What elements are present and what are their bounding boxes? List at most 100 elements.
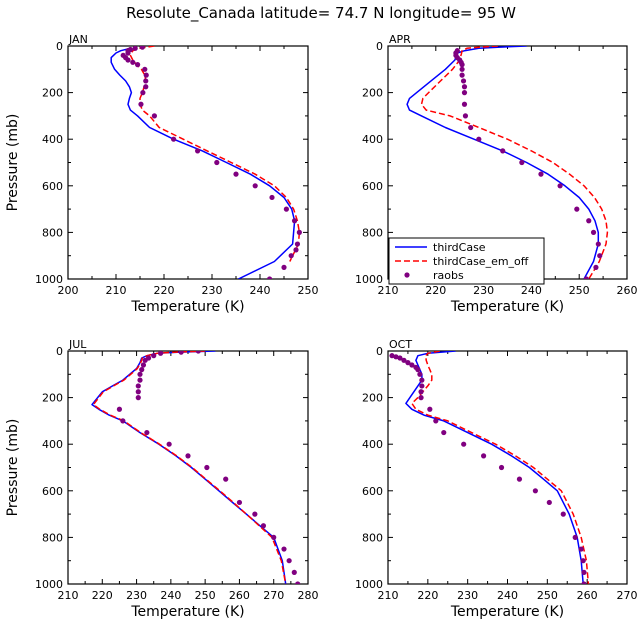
raobs-point bbox=[143, 78, 149, 84]
y-tick-label: 1000 bbox=[355, 578, 383, 591]
raobs-point bbox=[288, 253, 294, 259]
x-tick-label: 270 bbox=[263, 589, 284, 602]
raobs-point bbox=[459, 62, 465, 68]
y-tick-label: 400 bbox=[362, 133, 383, 146]
y-tick-label: 200 bbox=[42, 87, 63, 100]
raobs-point bbox=[397, 355, 403, 361]
raobs-point bbox=[593, 264, 599, 270]
raobs-point bbox=[195, 351, 201, 354]
y-tick-label: 1000 bbox=[35, 578, 63, 591]
raobs-point bbox=[135, 62, 141, 68]
raobs-point bbox=[393, 354, 399, 360]
panel-apr: 210 220 230 240 250 260 0 200 400 600 800 1000 APR Te… bbox=[355, 33, 638, 315]
raobs-point bbox=[427, 406, 433, 412]
x-tick-label: 220 bbox=[425, 284, 446, 297]
y-tick-label: 0 bbox=[56, 345, 63, 358]
raobs-point bbox=[557, 183, 563, 189]
plot-area bbox=[389, 351, 590, 584]
panel-jul: 210 220 230 240 250 260 270 280 0 200 400 600 800 100… bbox=[5, 338, 319, 620]
raobs-point bbox=[281, 546, 287, 552]
x-tick-label: 240 bbox=[521, 284, 542, 297]
series-line-em-off bbox=[411, 351, 590, 584]
raobs-point bbox=[296, 229, 302, 235]
y-tick-label: 800 bbox=[42, 531, 63, 544]
raobs-point bbox=[135, 395, 141, 401]
raobs-point bbox=[462, 113, 469, 119]
raobs-point bbox=[419, 377, 425, 383]
raobs-point bbox=[597, 253, 603, 259]
raobs-point bbox=[291, 569, 297, 575]
panel-month-label: JUL bbox=[68, 338, 87, 351]
x-tick-label: 230 bbox=[457, 589, 478, 602]
raobs-point bbox=[401, 357, 407, 363]
raobs-point bbox=[269, 194, 275, 201]
raobs-point bbox=[137, 371, 143, 377]
raobs-point bbox=[461, 101, 468, 107]
raobs-point bbox=[418, 395, 424, 401]
raobs-point bbox=[580, 558, 586, 564]
raobs-point bbox=[417, 371, 423, 377]
raobs-point bbox=[125, 50, 131, 56]
raobs-point bbox=[185, 453, 191, 459]
x-tick-label: 280 bbox=[298, 589, 319, 602]
y-tick-label: 800 bbox=[362, 226, 383, 239]
raobs-point bbox=[281, 264, 287, 270]
raobs-point bbox=[586, 218, 592, 224]
y-tick-label: 600 bbox=[362, 180, 383, 193]
x-tick-label: 270 bbox=[617, 589, 638, 602]
raobs-point bbox=[125, 57, 131, 63]
legend-dot-swatch bbox=[404, 272, 410, 278]
raobs-point bbox=[538, 171, 544, 177]
raobs-point bbox=[135, 383, 141, 389]
y-tick-label: 800 bbox=[362, 531, 383, 544]
raobs-point bbox=[461, 90, 468, 96]
raobs-point bbox=[405, 360, 411, 366]
x-tick-label: 210 bbox=[378, 589, 399, 602]
raobs-point bbox=[223, 476, 229, 482]
raobs-point bbox=[574, 206, 580, 212]
y-tick-label: 400 bbox=[42, 133, 63, 146]
raobs-point bbox=[151, 113, 157, 119]
x-tick-label: 240 bbox=[497, 589, 518, 602]
panel-month-label: OCT bbox=[389, 338, 412, 351]
raobs-point bbox=[295, 581, 301, 584]
raobs-point bbox=[459, 72, 465, 78]
raobs-point bbox=[135, 389, 141, 395]
x-tick-label: 240 bbox=[160, 589, 181, 602]
panel-jan: 200 210 220 230 240 250 0 200 400 600 800 1000 JAN Te… bbox=[5, 33, 319, 315]
raobs-point bbox=[461, 84, 468, 90]
x-tick-label: 220 bbox=[92, 589, 113, 602]
panels-group: 200 210 220 230 240 250 0 200 400 600 800 1000 JAN Te… bbox=[5, 33, 638, 620]
raobs-point bbox=[267, 276, 273, 279]
raobs-point bbox=[116, 406, 123, 412]
panel-month-label: APR bbox=[389, 33, 411, 46]
series-line-em-off bbox=[420, 46, 609, 279]
raobs-point bbox=[498, 464, 505, 471]
raobs-point bbox=[138, 101, 144, 107]
x-tick-label: 250 bbox=[298, 284, 319, 297]
raobs-point bbox=[139, 46, 145, 50]
raobs-point bbox=[532, 488, 538, 494]
raobs-point bbox=[461, 441, 467, 447]
raobs-point bbox=[433, 418, 439, 424]
raobs-point bbox=[595, 241, 601, 247]
raobs-point bbox=[415, 367, 421, 373]
raobs-point bbox=[204, 464, 210, 471]
y-tick-label: 0 bbox=[376, 40, 383, 53]
raobs-point bbox=[481, 453, 487, 459]
raobs-point bbox=[178, 351, 184, 355]
raobs-point bbox=[143, 84, 149, 90]
x-tick-label: 260 bbox=[617, 284, 638, 297]
y-tick-label: 400 bbox=[42, 438, 63, 451]
raobs-point bbox=[476, 136, 482, 142]
raobs-point bbox=[142, 66, 148, 72]
x-tick-label: 220 bbox=[417, 589, 438, 602]
figure-title: Resolute_Canada latitude= 74.7 N longitu… bbox=[126, 4, 516, 23]
raobs-point bbox=[459, 66, 465, 72]
raobs-point bbox=[130, 59, 136, 65]
y-tick-label: 600 bbox=[42, 485, 63, 498]
raobs-point bbox=[418, 389, 424, 395]
x-tick-label: 210 bbox=[58, 589, 79, 602]
